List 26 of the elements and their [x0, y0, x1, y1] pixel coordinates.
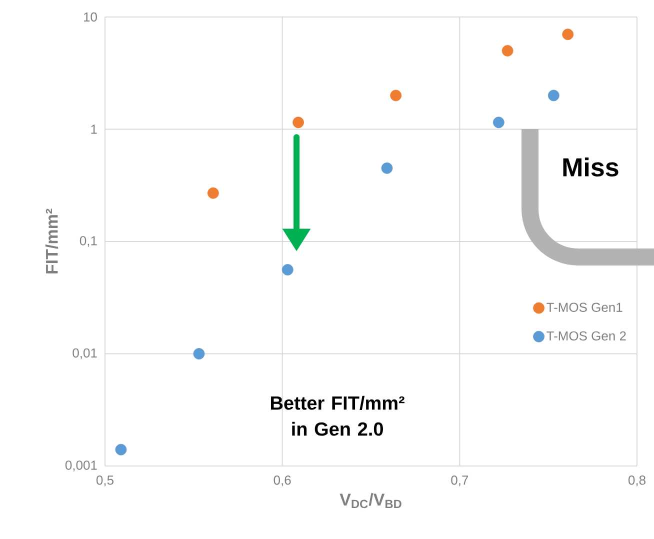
legend-label: T-MOS Gen1	[546, 302, 622, 312]
y-tick-label: 0,01	[72, 348, 97, 360]
point	[282, 264, 294, 276]
point	[193, 348, 205, 360]
point	[381, 162, 393, 174]
x-tick-label: 0,8	[628, 476, 646, 486]
x-tick-label: 0,5	[96, 476, 114, 486]
legend-label: T-MOS Gen 2	[546, 331, 626, 341]
annotation: Miss	[563, 157, 618, 177]
y-axis-title: FIT/mm²	[45, 208, 58, 274]
point	[115, 444, 127, 456]
point	[492, 116, 504, 128]
point	[502, 45, 514, 56]
point	[548, 90, 560, 102]
point	[207, 187, 219, 199]
y-tick-label: 10	[84, 12, 97, 22]
y-tick-label: 0,001	[65, 460, 97, 472]
x-tick-label: 0,6	[274, 476, 291, 486]
y-tick-label: 1	[91, 124, 97, 134]
point	[562, 28, 574, 40]
y-tick-label: 0,1	[80, 236, 97, 247]
point	[390, 90, 402, 102]
point	[292, 116, 304, 128]
x-axis-title: V$_{DC}$/V$_{BD}$	[340, 493, 402, 508]
annotation: Better FIT/mm² in Gen 2.0	[271, 396, 404, 436]
x-tick-label: 0,7	[451, 476, 468, 486]
